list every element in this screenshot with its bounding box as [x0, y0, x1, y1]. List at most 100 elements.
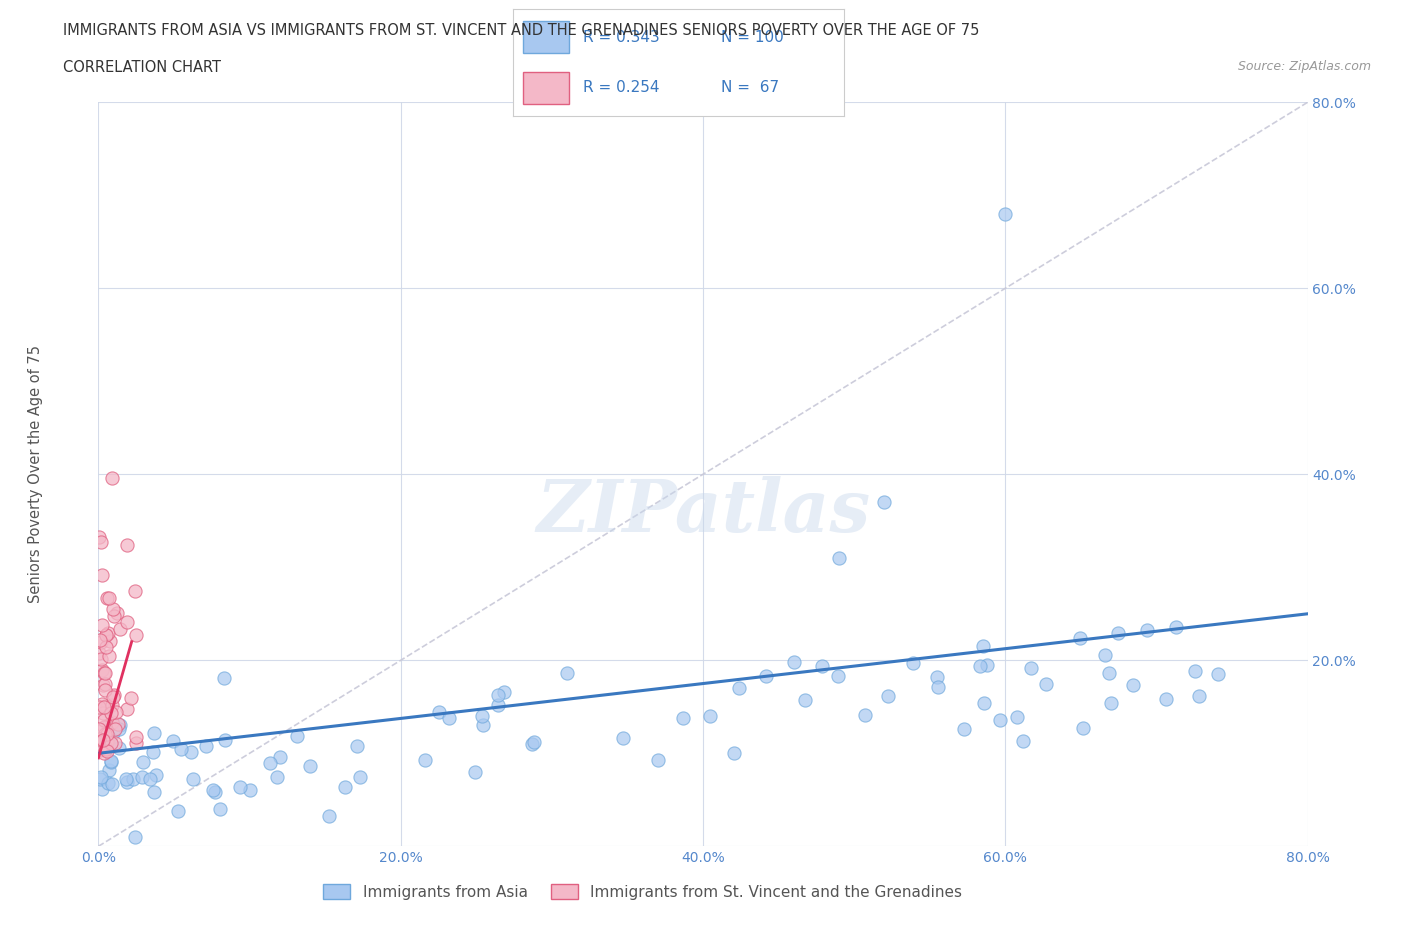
Point	[91, 697, 114, 711]
Point	[94, 640, 117, 655]
Point	[90, 770, 112, 785]
Point	[108, 740, 131, 755]
Point	[139, 771, 162, 786]
Point	[520, 737, 543, 751]
Point	[1071, 721, 1094, 736]
Point	[415, 753, 437, 768]
Point	[1069, 631, 1091, 645]
Point	[101, 689, 124, 704]
Point	[94, 628, 117, 643]
Point	[472, 718, 495, 733]
Point	[94, 666, 117, 681]
Point	[89, 632, 111, 647]
Point	[125, 627, 148, 642]
Point	[89, 645, 111, 660]
Point	[101, 698, 124, 712]
Point	[1012, 734, 1035, 749]
Point	[115, 771, 138, 786]
Point	[972, 638, 994, 653]
FancyBboxPatch shape	[523, 21, 569, 53]
Point	[1136, 622, 1159, 637]
Point	[100, 736, 122, 751]
Point	[229, 780, 252, 795]
Point	[195, 738, 218, 753]
Point	[208, 802, 231, 817]
Point	[699, 709, 721, 724]
Point	[100, 705, 122, 720]
Point	[104, 722, 127, 737]
Point	[877, 688, 900, 703]
Point	[125, 729, 148, 744]
Point	[89, 743, 111, 758]
Point	[612, 730, 634, 745]
Point	[93, 713, 115, 728]
Point	[181, 772, 204, 787]
Point	[204, 784, 226, 799]
FancyBboxPatch shape	[523, 73, 569, 104]
Point	[97, 763, 120, 777]
Point	[1005, 710, 1028, 724]
Point	[100, 755, 122, 770]
Point	[90, 635, 112, 650]
Point	[492, 684, 515, 699]
Point	[523, 735, 546, 750]
Point	[89, 732, 111, 747]
Point	[89, 700, 111, 715]
Text: R = 0.343: R = 0.343	[582, 30, 659, 46]
Point	[299, 759, 322, 774]
Point	[93, 666, 115, 681]
Point	[811, 659, 834, 674]
Point	[927, 670, 949, 684]
Point	[827, 669, 849, 684]
Point	[103, 609, 125, 624]
Point	[105, 605, 128, 620]
Point	[471, 709, 494, 724]
Text: N = 100: N = 100	[721, 30, 785, 46]
Point	[793, 692, 815, 707]
Point	[555, 666, 578, 681]
Point	[953, 722, 976, 737]
Point	[93, 745, 115, 760]
Point	[117, 701, 139, 716]
Point	[94, 741, 117, 756]
Point	[89, 530, 111, 545]
Point	[439, 711, 461, 725]
Point	[976, 658, 998, 672]
Point	[170, 741, 193, 756]
Point	[142, 725, 165, 740]
Point	[1184, 664, 1206, 679]
Point	[1166, 619, 1188, 634]
Point	[143, 785, 166, 800]
Point	[120, 691, 142, 706]
Point	[94, 676, 117, 691]
Point	[464, 764, 486, 779]
Point	[97, 626, 120, 641]
Point	[239, 783, 262, 798]
Point	[969, 658, 991, 673]
Point	[1188, 688, 1211, 703]
Text: N =  67: N = 67	[721, 80, 779, 96]
Point	[90, 534, 112, 549]
Point	[90, 652, 112, 667]
Point	[1019, 660, 1042, 675]
Text: ZIPatlas: ZIPatlas	[536, 476, 870, 547]
Point	[1206, 667, 1229, 682]
Point	[125, 736, 148, 751]
Point	[101, 725, 124, 740]
Point	[318, 809, 340, 824]
Point	[97, 649, 120, 664]
Point	[91, 618, 114, 632]
Point	[117, 538, 139, 552]
Point	[96, 727, 118, 742]
Point	[259, 755, 281, 770]
Text: IMMIGRANTS FROM ASIA VS IMMIGRANTS FROM ST. VINCENT AND THE GRENADINES SENIORS P: IMMIGRANTS FROM ASIA VS IMMIGRANTS FROM …	[63, 23, 980, 38]
Point	[1035, 677, 1057, 692]
Point	[121, 771, 143, 786]
Point	[103, 601, 125, 616]
Point	[486, 698, 509, 712]
Point	[201, 782, 224, 797]
Point	[427, 705, 450, 720]
Point	[91, 732, 114, 747]
Point	[988, 712, 1011, 727]
Point	[131, 770, 153, 785]
